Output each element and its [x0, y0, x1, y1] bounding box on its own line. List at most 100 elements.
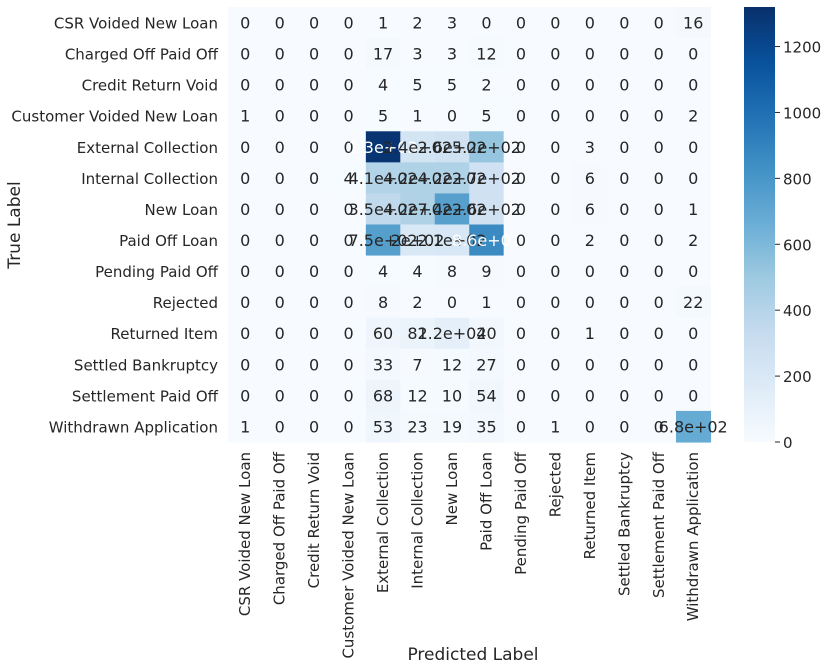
- heatmap-cell: [296, 348, 332, 381]
- heatmap-cell: [641, 410, 677, 443]
- heatmap-cell: [607, 193, 643, 226]
- x-tick-label: Paid Off Loan: [477, 452, 495, 551]
- cell-annotation: 0: [516, 169, 526, 188]
- cell-annotation: 0: [654, 324, 664, 343]
- heatmap-cell: [365, 38, 401, 70]
- cell-annotation: 23: [407, 417, 427, 436]
- heatmap-cell: [228, 410, 264, 443]
- cell-annotation: 2: [688, 107, 698, 126]
- cell-annotation: 0: [309, 386, 319, 405]
- heatmap-cell: [675, 286, 712, 319]
- cell-annotation: 7.5e+02: [349, 231, 418, 250]
- heatmap-cell: [572, 224, 608, 257]
- heatmap-cell: [503, 317, 539, 350]
- cell-annotation: 0: [240, 45, 250, 64]
- heatmap-cell: [675, 317, 712, 350]
- heatmap-cell: [503, 379, 539, 412]
- heatmap-cell: [400, 7, 436, 39]
- heatmap-cell: [365, 162, 401, 195]
- heatmap-cell: [331, 69, 367, 101]
- heatmap-cell: [365, 193, 401, 226]
- heatmap-cell: [434, 317, 470, 350]
- heatmap-cell: [296, 7, 332, 39]
- cell-annotation: 2.6e+02: [417, 138, 486, 157]
- cell-annotation: 0: [275, 324, 285, 343]
- heatmap-cell: [400, 162, 436, 195]
- heatmap-cell: [228, 379, 264, 412]
- cell-annotation: 53: [373, 417, 393, 436]
- cell-annotation: 0: [309, 293, 319, 312]
- y-tick-label: New Loan: [145, 201, 218, 219]
- cell-annotation: 0: [275, 14, 285, 33]
- cell-annotation: 0: [516, 231, 526, 250]
- heatmap-cell: [503, 286, 539, 319]
- heatmap-cell: [296, 69, 332, 101]
- cell-annotation: 0: [240, 138, 250, 157]
- cell-annotation: 4: [412, 262, 422, 281]
- cell-annotation: 0: [240, 200, 250, 219]
- cell-annotation: 0: [550, 45, 560, 64]
- cell-annotation: 4.1e+02: [349, 169, 418, 188]
- cell-annotation: 0: [550, 262, 560, 281]
- cell-annotation: 0: [619, 324, 629, 343]
- x-tick-label: Settled Bankruptcy: [615, 452, 633, 596]
- cell-annotation: 10: [442, 386, 462, 405]
- colorbar-tick-label: 1000: [783, 104, 821, 122]
- cell-annotation: 0: [240, 14, 250, 33]
- cell-annotation: 2: [585, 231, 595, 250]
- heatmap-cell: [365, 348, 401, 381]
- heatmap-cell: [434, 255, 470, 288]
- heatmap-cell: [675, 131, 712, 163]
- heatmap-cell: [641, 131, 677, 163]
- cell-annotation: 0: [619, 386, 629, 405]
- cell-annotation: 1: [481, 293, 491, 312]
- cell-annotation: 0: [550, 386, 560, 405]
- heatmap-cell: [296, 100, 332, 132]
- heatmap-cell: [572, 317, 608, 350]
- heatmap-cell: [469, 317, 505, 350]
- cell-annotation: 0: [619, 417, 629, 436]
- cell-annotation: 0: [550, 231, 560, 250]
- y-tick-labels: CSR Voided New Loan Charged Off Paid Off C…: [11, 15, 218, 437]
- colorbar-tick-label: 1200: [783, 39, 821, 57]
- heatmap-cell: [400, 38, 436, 70]
- cell-annotation: 7.4e+02: [417, 200, 486, 219]
- heatmap-cell: [400, 410, 436, 443]
- cell-annotation: 0: [585, 14, 595, 33]
- cell-annotation: 0: [688, 169, 698, 188]
- cell-annotation: 5.2e+02: [452, 138, 521, 157]
- cell-annotation: 0: [240, 355, 250, 374]
- heatmap-cell: [262, 410, 298, 443]
- heatmap-cell: [572, 162, 608, 195]
- heatmap-cell: [641, 255, 677, 288]
- cell-annotation: 2.7e+02: [452, 169, 521, 188]
- heatmap-cell: [572, 131, 608, 163]
- heatmap-cell: [607, 162, 643, 195]
- heatmap-cell: [675, 348, 712, 381]
- cell-annotation: 0: [688, 138, 698, 157]
- heatmap-cell: [503, 193, 539, 226]
- heatmap-cell: [572, 100, 608, 132]
- heatmap-cell: [503, 224, 539, 257]
- cell-annotation: 1.2e+02: [417, 324, 486, 343]
- cell-annotation: 2: [412, 293, 422, 312]
- heatmap-cell: [572, 7, 608, 39]
- heatmap-cell: [228, 317, 264, 350]
- cell-annotation: 0: [585, 386, 595, 405]
- heatmap-cell: [607, 38, 643, 70]
- heatmap-cell: [228, 69, 264, 101]
- y-tick-label: Returned Item: [111, 325, 218, 343]
- cell-annotation: 0: [309, 76, 319, 95]
- heatmap-cell: [641, 224, 677, 257]
- cell-annotation: 0: [447, 293, 457, 312]
- y-tick-label: Credit Return Void: [82, 77, 218, 95]
- cell-annotation: 2.6e+02: [452, 200, 521, 219]
- colorbar-tick-label: 600: [783, 236, 812, 254]
- heatmap-cell: [228, 131, 264, 163]
- heatmap-cell: [675, 224, 712, 257]
- heatmap-cell: [607, 100, 643, 132]
- cell-annotation: 0: [344, 324, 354, 343]
- heatmap-cell: [538, 255, 574, 288]
- heatmap-cell: [331, 100, 367, 132]
- cell-annotation: 0: [688, 386, 698, 405]
